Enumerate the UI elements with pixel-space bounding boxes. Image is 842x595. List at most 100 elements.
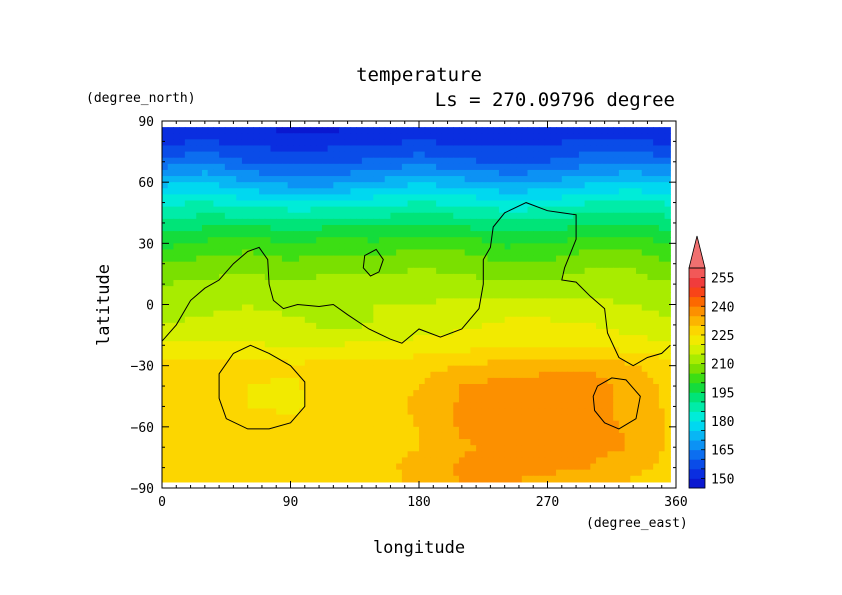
temperature-cell — [390, 200, 397, 208]
temperature-cell — [361, 157, 369, 165]
temperature-cell — [333, 420, 340, 428]
temperature-cell — [207, 402, 214, 410]
temperature-cell — [173, 127, 180, 134]
temperature-cell — [556, 169, 563, 177]
temperature-cell — [356, 335, 363, 342]
temperature-cell — [498, 353, 506, 361]
temperature-cell — [653, 457, 660, 465]
temperature-cell — [236, 298, 243, 306]
temperature-cell — [613, 390, 620, 397]
temperature-cell — [253, 243, 260, 251]
temperature-cell — [487, 255, 494, 263]
temperature-cell — [636, 402, 643, 410]
temperature-cell — [561, 206, 569, 214]
temperature-cell — [344, 249, 352, 257]
temperature-cell — [573, 420, 580, 428]
temperature-cell — [590, 377, 597, 385]
temperature-cell — [276, 432, 283, 440]
temperature-cell — [236, 396, 243, 403]
temperature-cell — [613, 231, 620, 238]
temperature-cell — [293, 212, 300, 220]
temperature-cell — [504, 133, 511, 140]
temperature-cell — [481, 347, 489, 355]
temperature-cell — [401, 316, 409, 324]
temperature-cell — [419, 396, 426, 403]
temperature-cell — [567, 408, 574, 416]
temperature-cell — [493, 194, 500, 202]
temperature-cell — [493, 206, 500, 214]
temperature-cell — [624, 365, 631, 373]
temperature-cell — [247, 273, 254, 281]
temperature-cell — [430, 237, 437, 244]
temperature-cell — [316, 322, 323, 330]
temperature-cell — [453, 194, 460, 202]
temperature-cell — [590, 206, 597, 214]
temperature-cell — [356, 151, 363, 159]
temperature-cell — [618, 310, 626, 318]
temperature-cell — [276, 261, 283, 269]
temperature-cell — [476, 310, 483, 318]
temperature-cell — [521, 341, 529, 348]
temperature-cell — [464, 390, 471, 397]
temperature-cell — [304, 390, 312, 397]
temperature-cell — [207, 341, 214, 348]
temperature-cell — [379, 139, 386, 147]
temperature-cell — [458, 463, 466, 471]
temperature-cell — [253, 280, 260, 287]
temperature-cell — [516, 396, 523, 403]
temperature-cell — [470, 298, 477, 306]
temperature-cell — [367, 273, 374, 281]
temperature-cell — [162, 390, 169, 397]
temperature-cell — [219, 451, 226, 459]
temperature-cell — [510, 176, 517, 183]
temperature-cell — [436, 328, 443, 336]
temperature-cell — [487, 298, 494, 306]
temperature-cell — [544, 341, 551, 348]
temperature-cell — [590, 145, 597, 153]
temperature-cell — [647, 328, 654, 336]
temperature-cell — [573, 390, 580, 397]
temperature-cell — [321, 273, 329, 281]
temperature-cell — [401, 188, 409, 195]
temperature-cell — [264, 157, 272, 165]
temperature-cell — [453, 188, 460, 195]
temperature-cell — [361, 335, 369, 342]
temperature-cell — [636, 151, 643, 159]
temperature-cell — [224, 439, 232, 446]
temperature-cell — [653, 139, 660, 147]
temperature-cell — [316, 341, 323, 348]
temperature-cell — [253, 463, 260, 471]
temperature-cell — [487, 353, 494, 361]
temperature-cell — [436, 280, 443, 287]
temperature-cell — [664, 353, 671, 361]
temperature-cell — [350, 145, 357, 153]
temperature-cell — [207, 316, 214, 324]
temperature-cell — [190, 457, 197, 465]
temperature-cell — [236, 243, 243, 251]
temperature-cell — [190, 206, 197, 214]
temperature-cell — [304, 371, 312, 379]
temperature-cell — [259, 231, 266, 238]
temperature-cell — [213, 261, 220, 269]
temperature-cell — [361, 237, 369, 244]
temperature-cell — [236, 384, 243, 391]
temperature-cell — [270, 347, 277, 355]
temperature-cell — [470, 384, 477, 391]
temperature-cell — [664, 426, 671, 434]
temperature-cell — [516, 439, 523, 446]
temperature-cell — [196, 457, 203, 465]
temperature-cell — [339, 402, 346, 410]
temperature-cell — [179, 426, 186, 434]
temperature-cell — [384, 408, 392, 416]
temperature-cell — [510, 157, 517, 165]
temperature-cell — [573, 243, 580, 251]
temperature-cell — [533, 237, 540, 244]
temperature-cell — [647, 139, 654, 147]
temperature-cell — [327, 286, 334, 293]
temperature-cell — [470, 231, 477, 238]
temperature-cell — [504, 224, 511, 232]
temperature-cell — [230, 335, 237, 342]
temperature-cell — [281, 218, 289, 226]
temperature-cell — [424, 231, 432, 238]
temperature-cell — [190, 249, 197, 257]
